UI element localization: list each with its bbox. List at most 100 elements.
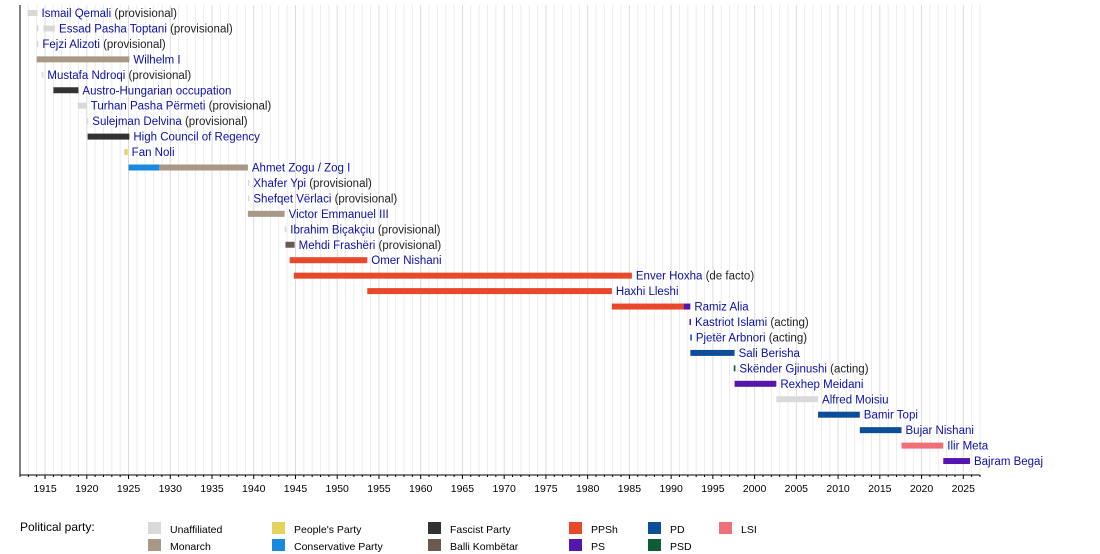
president-label: High Council of Regency [133,132,260,144]
term-bar [77,102,87,109]
term-bar [367,288,612,295]
president-name[interactable]: Alfred Moisiu [822,394,888,406]
president-name[interactable]: Austro-Hungarian occupation [82,85,231,97]
x-tick-label: 1915 [33,483,57,495]
president-label: Sali Berisha [739,348,801,360]
president-name[interactable]: Skënder Gjinushi [739,363,827,375]
term-bar [86,118,89,125]
term-bar [859,427,902,434]
legend-label: Conservative Party [294,541,383,553]
term-bar [159,164,248,171]
president-name[interactable]: Bajram Begaj [974,456,1043,468]
legend-label: LSI [741,524,757,536]
legend-swatch [569,522,582,534]
legend-swatch [148,522,161,534]
president-name[interactable]: Wilhelm I [133,54,180,66]
term-bar [943,458,970,465]
president-label: Rexhep Meidani [780,379,863,391]
x-tick-label: 2000 [743,483,767,495]
president-label: Bajram Begaj [974,456,1043,468]
president-name[interactable]: Mustafa Ndroqi [47,70,125,82]
president-name[interactable]: Shefqet Vërlaci [253,193,331,205]
x-tick-label: 1930 [159,483,183,495]
legend-label: Unaffiliated [170,524,223,536]
x-tick-label: 1920 [75,483,99,495]
x-tick-label: 1980 [576,483,600,495]
term-bar [901,442,944,449]
term-bar [293,272,632,279]
president-note: (acting) [827,363,869,375]
president-name[interactable]: Ilir Meta [947,441,989,453]
term-bar [247,210,285,217]
president-note: (provisional) [125,70,191,82]
legend-label: Fascist Party [450,524,511,536]
president-note: (provisional) [182,116,248,128]
president-label: Shefqet Vërlaci (provisional) [253,193,397,205]
x-tick-label: 1970 [492,483,516,495]
president-name[interactable]: Omer Nishani [371,255,441,267]
president-name[interactable]: Pjetër Arbnori [696,332,766,344]
term-bar [289,257,368,264]
president-name[interactable]: Sulejman Delvina [92,116,182,128]
legend-swatch [719,522,732,534]
legend-swatch [648,539,661,551]
president-name[interactable]: Bamir Topi [864,410,918,422]
president-name[interactable]: Fejzi Alizoti [42,39,100,51]
term-bar [690,349,735,356]
president-label: Pjetër Arbnori (acting) [696,332,807,344]
president-name[interactable]: Ahmet Zogu / Zog I [252,163,350,175]
president-name[interactable]: Turhan Pasha Përmeti [91,101,206,113]
x-tick-label: 1925 [117,483,141,495]
president-name[interactable]: Enver Hoxha [636,271,703,283]
president-label: Kastriot Islami (acting) [695,317,809,329]
president-label: Haxhi Lleshi [616,286,679,298]
x-tick-label: 1950 [326,483,350,495]
term-bar [128,164,160,171]
x-tick-label: 1985 [618,483,642,495]
x-tick-label: 2020 [910,483,934,495]
x-tick-label: 1960 [409,483,433,495]
president-label: Bujar Nishani [906,425,974,437]
president-name[interactable]: Mehdi Frashëri [299,240,376,252]
president-name[interactable]: Haxhi Lleshi [616,286,679,298]
president-note: (acting) [767,317,809,329]
president-name[interactable]: Victor Emmanuel III [289,209,389,221]
president-name[interactable]: Xhafer Ypi [253,178,306,190]
president-name[interactable]: Ismail Qemali [42,8,112,20]
president-label: Fejzi Alizoti (provisional) [42,39,166,51]
president-label: Ahmet Zogu / Zog I [252,163,350,175]
legend-label: PPSh [591,524,618,536]
president-name[interactable]: Sali Berisha [739,348,801,360]
term-bar [284,226,287,233]
president-name[interactable]: Essad Pasha Toptani [59,23,167,35]
president-name[interactable]: Kastriot Islami [695,317,767,329]
president-note: (de facto) [702,271,754,283]
x-tick-label: 1945 [284,483,308,495]
term-bar [733,365,736,372]
president-name[interactable]: Ramiz Alia [694,302,749,314]
president-label: Skënder Gjinushi (acting) [739,363,868,375]
president-note: (provisional) [331,193,397,205]
term-bar [36,25,39,32]
term-bar [43,25,56,32]
president-name[interactable]: Ibrahim Biçakçiu [290,224,374,236]
x-tick-label: 1975 [534,483,558,495]
legend-swatch [428,522,441,534]
president-note: (provisional) [205,101,271,113]
president-name[interactable]: Rexhep Meidani [780,379,863,391]
term-bar [611,303,684,310]
president-name[interactable]: Fan Noli [132,147,175,159]
president-name[interactable]: Bujar Nishani [906,425,974,437]
term-bar [53,87,79,94]
x-tick-label: 2010 [826,483,850,495]
x-tick-label: 2005 [785,483,809,495]
president-label: Sulejman Delvina (provisional) [92,116,247,128]
president-name[interactable]: High Council of Regency [133,132,260,144]
legend-swatch [569,539,582,551]
legend-label: PSD [670,541,692,553]
president-label: Ibrahim Biçakçiu (provisional) [290,224,440,236]
president-note: (provisional) [167,23,233,35]
legend-label: PS [591,541,605,553]
legend-swatch [428,539,441,551]
president-note: (provisional) [111,8,177,20]
